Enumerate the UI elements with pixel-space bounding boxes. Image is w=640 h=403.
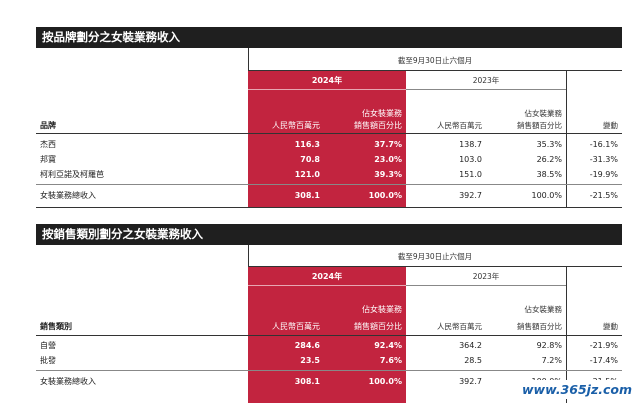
col-pct-2023-l1: 佔女裝業務 xyxy=(524,305,563,314)
col-amount-2024: 人民幣百萬元 xyxy=(272,322,320,331)
col-pct-2024-l2: 銷售額百分比 xyxy=(354,322,402,331)
table-title: 按銷售類別劃分之女裝業務收入 xyxy=(36,224,622,245)
col-pct-2024-l2: 銷售額百分比 xyxy=(354,121,402,130)
highlight-2024-column xyxy=(248,266,406,403)
col-pct-2023-l2: 銷售額百分比 xyxy=(517,322,562,331)
year-2023-header: 2023年 xyxy=(472,272,500,281)
col-pct-2023-l1: 佔女裝業務 xyxy=(524,109,563,118)
year-2023-header: 2023年 xyxy=(472,76,500,85)
row-header: 品牌 xyxy=(40,121,56,130)
row-header: 銷售類別 xyxy=(40,322,72,331)
year-2024-header: 2024年 xyxy=(311,272,343,281)
col-amount-2024: 人民幣百萬元 xyxy=(272,121,320,130)
period-header: 截至9月30日止六個月 xyxy=(397,56,473,65)
col-amount-2023: 人民幣百萬元 xyxy=(437,322,482,331)
col-amount-2023: 人民幣百萬元 xyxy=(437,121,482,130)
period-header: 截至9月30日止六個月 xyxy=(397,252,473,261)
col-change: 變動 xyxy=(603,121,618,130)
col-pct-2023-l2: 銷售額百分比 xyxy=(517,121,562,130)
col-pct-2024-l1: 佔女裝業務 xyxy=(362,305,402,314)
col-pct-2024-l1: 佔女裝業務 xyxy=(362,109,402,118)
year-2024-header: 2024年 xyxy=(311,76,343,85)
table-title: 按品牌劃分之女裝業務收入 xyxy=(36,27,622,48)
watermark: www.365jz.com xyxy=(505,380,635,399)
col-change: 變動 xyxy=(603,322,618,331)
